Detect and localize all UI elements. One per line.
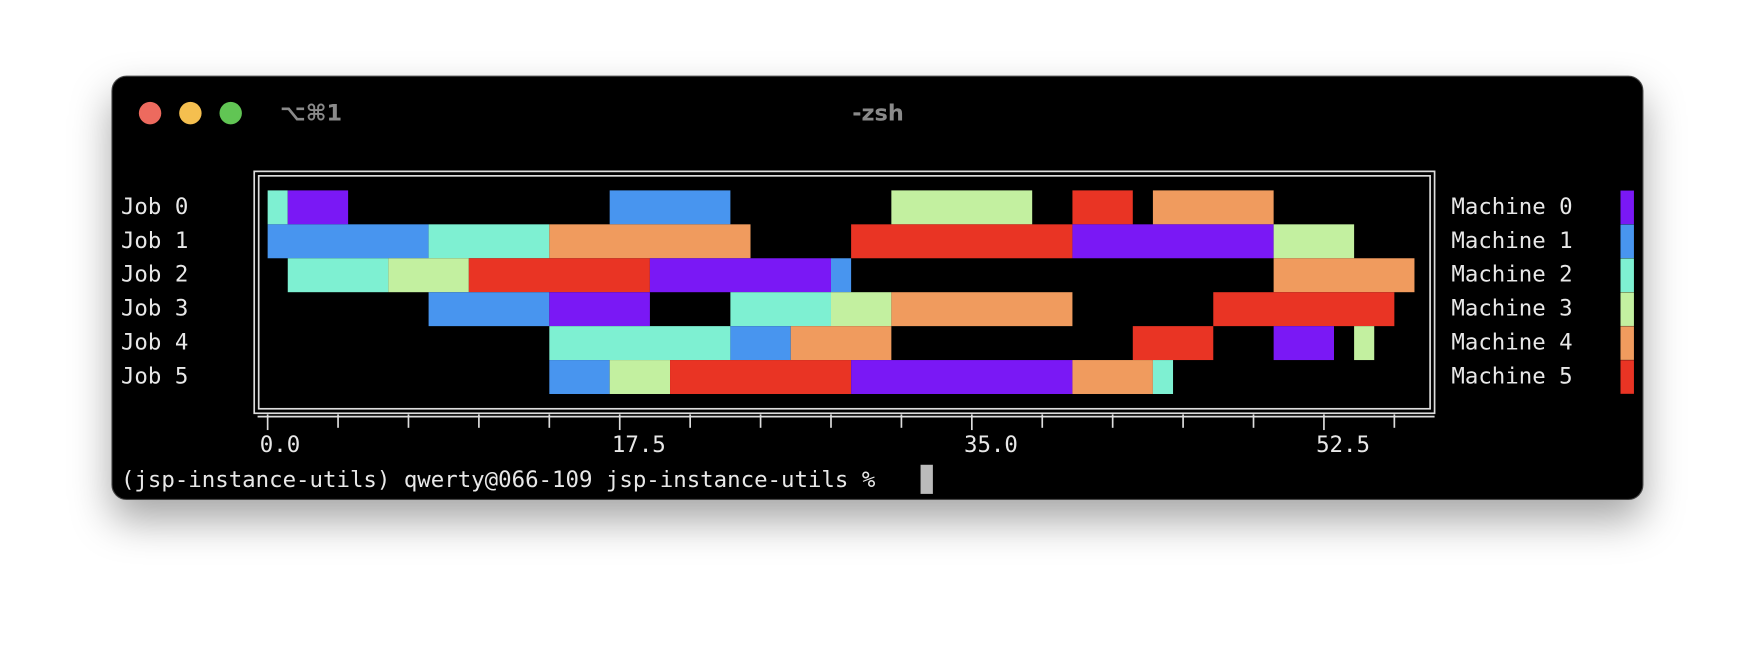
task-bar	[549, 326, 731, 361]
task-bar	[1072, 224, 1274, 259]
legend-swatch	[1620, 360, 1634, 394]
task-bar	[267, 224, 429, 259]
task-bar	[609, 190, 731, 225]
task-bar	[267, 190, 288, 225]
job-label: Job 3	[121, 296, 188, 322]
task-bar	[549, 292, 650, 327]
legend-swatch	[1620, 258, 1634, 293]
task-bar	[1152, 190, 1274, 225]
zoom-button[interactable]	[219, 101, 242, 125]
task-bar	[851, 224, 1073, 259]
job-label: Job 1	[121, 228, 188, 254]
task-bar	[1354, 326, 1375, 361]
task-bar	[287, 258, 389, 293]
job-label: Job 5	[121, 364, 188, 390]
legend-label: Machine 4	[1451, 330, 1572, 356]
legend-swatch	[1620, 292, 1634, 326]
x-tick-label: 0.0	[260, 432, 300, 458]
task-bar	[1072, 360, 1153, 394]
legend-swatch	[1620, 190, 1634, 225]
terminal-window	[111, 75, 1644, 501]
task-bar	[891, 292, 1073, 327]
x-tick-label: 52.5	[1316, 432, 1370, 458]
task-bar	[1273, 258, 1415, 293]
legend-swatch	[1620, 326, 1634, 360]
task-bar	[730, 292, 831, 327]
x-tick-label: 17.5	[612, 432, 666, 458]
task-bar	[287, 190, 349, 225]
task-bar	[1273, 224, 1355, 259]
legend-label: Machine 3	[1451, 296, 1572, 322]
task-bar	[549, 224, 751, 259]
window-title: -zsh	[852, 101, 904, 127]
task-bar	[609, 360, 671, 394]
task-bar	[1072, 190, 1133, 225]
task-bar	[891, 190, 1033, 225]
task-bar	[649, 258, 831, 293]
legend-label: Machine 5	[1451, 364, 1572, 390]
task-bar	[830, 258, 852, 293]
shortcut: ⌥⌘1	[280, 101, 342, 127]
job-label: Job 0	[121, 194, 188, 220]
task-bar	[851, 360, 1073, 394]
task-bar	[1132, 326, 1214, 361]
task-bar	[428, 292, 550, 327]
legend-label: Machine 2	[1451, 262, 1572, 288]
task-bar	[790, 326, 892, 361]
task-bar	[1213, 292, 1395, 327]
gantt-chart: Job 0 Job 1 Job 2 Job 3 Job 4 Job 5 Machine 0 M…	[121, 190, 1634, 458]
legend-label: Machine 1	[1451, 228, 1572, 254]
x-tick-label: 35.0	[964, 432, 1018, 458]
task-bar	[830, 292, 892, 327]
task-bar	[428, 224, 550, 259]
task-bar	[549, 360, 610, 394]
task-bar	[670, 360, 852, 394]
task-bar	[388, 258, 469, 293]
frame-outer	[253, 170, 1436, 415]
task-bar	[468, 258, 650, 293]
legend-swatch	[1620, 224, 1634, 259]
task-bar	[1152, 360, 1174, 394]
job-label: Job 2	[121, 262, 188, 288]
prompt: (jsp-instance-utils) qwerty@066-109 jsp-…	[121, 467, 876, 493]
task-bar	[1273, 326, 1334, 361]
task-bar	[730, 326, 791, 361]
minimize-button[interactable]	[179, 101, 202, 125]
legend-label: Machine 0	[1451, 194, 1572, 220]
close-button[interactable]	[138, 101, 162, 125]
cursor	[920, 464, 933, 494]
frame-inner	[257, 174, 1431, 410]
job-label: Job 4	[121, 330, 188, 356]
